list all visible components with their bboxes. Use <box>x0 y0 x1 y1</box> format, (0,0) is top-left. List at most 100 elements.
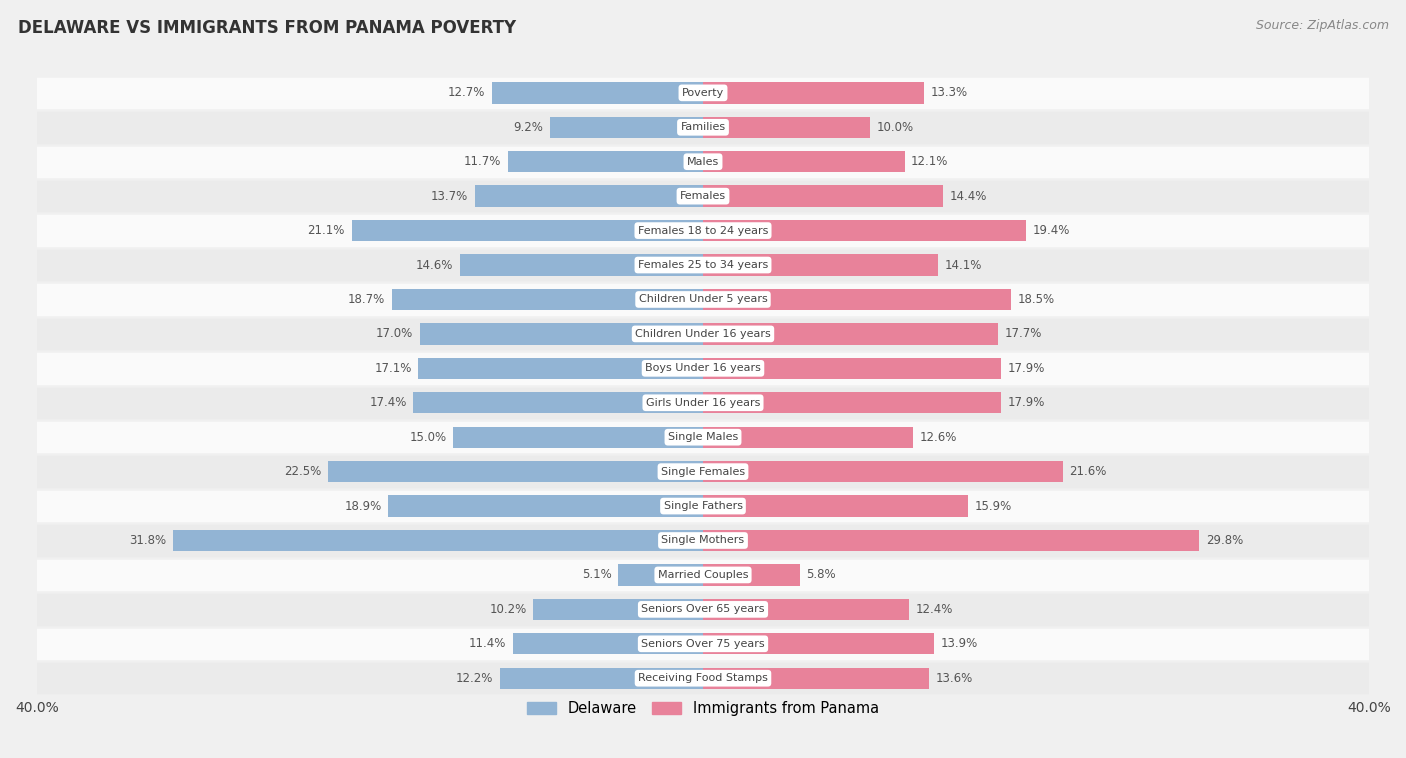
Bar <box>499 668 703 689</box>
Bar <box>508 151 703 172</box>
Bar <box>418 358 703 379</box>
Bar <box>703 668 929 689</box>
Bar <box>37 213 1369 248</box>
Text: 9.2%: 9.2% <box>513 121 543 134</box>
Bar <box>703 255 938 276</box>
Bar <box>703 220 1026 241</box>
Text: 29.8%: 29.8% <box>1206 534 1243 547</box>
Text: Single Fathers: Single Fathers <box>664 501 742 511</box>
Bar <box>37 386 1369 420</box>
Bar <box>619 564 703 586</box>
Text: 12.2%: 12.2% <box>456 672 494 684</box>
Bar <box>37 558 1369 592</box>
Text: 13.6%: 13.6% <box>936 672 973 684</box>
Text: Single Females: Single Females <box>661 467 745 477</box>
Text: DELAWARE VS IMMIGRANTS FROM PANAMA POVERTY: DELAWARE VS IMMIGRANTS FROM PANAMA POVER… <box>18 19 516 37</box>
Text: Poverty: Poverty <box>682 88 724 98</box>
Text: Children Under 16 years: Children Under 16 years <box>636 329 770 339</box>
Bar <box>37 454 1369 489</box>
Text: Males: Males <box>688 157 718 167</box>
Bar <box>703 530 1199 551</box>
Text: Seniors Over 75 years: Seniors Over 75 years <box>641 639 765 649</box>
Bar <box>460 255 703 276</box>
Text: 12.1%: 12.1% <box>911 155 949 168</box>
Text: 17.1%: 17.1% <box>374 362 412 374</box>
Text: 18.9%: 18.9% <box>344 500 381 512</box>
Text: 5.8%: 5.8% <box>806 568 837 581</box>
Text: Single Males: Single Males <box>668 432 738 442</box>
Bar <box>513 633 703 654</box>
Bar <box>37 76 1369 110</box>
Bar <box>37 145 1369 179</box>
Bar <box>492 82 703 104</box>
Text: Married Couples: Married Couples <box>658 570 748 580</box>
Bar <box>37 282 1369 317</box>
Bar <box>392 289 703 310</box>
Text: 11.4%: 11.4% <box>470 637 506 650</box>
Text: Seniors Over 65 years: Seniors Over 65 years <box>641 604 765 615</box>
Bar <box>37 523 1369 558</box>
Bar <box>703 427 912 448</box>
Bar <box>37 627 1369 661</box>
Bar <box>703 564 800 586</box>
Bar <box>703 496 967 517</box>
Text: 14.6%: 14.6% <box>416 258 453 271</box>
Bar <box>475 186 703 207</box>
Text: Receiving Food Stamps: Receiving Food Stamps <box>638 673 768 683</box>
Text: 21.6%: 21.6% <box>1070 465 1107 478</box>
Bar <box>533 599 703 620</box>
Bar <box>388 496 703 517</box>
Text: 18.7%: 18.7% <box>347 293 385 306</box>
Text: 22.5%: 22.5% <box>284 465 322 478</box>
Text: 21.1%: 21.1% <box>308 224 344 237</box>
Text: Females 18 to 24 years: Females 18 to 24 years <box>638 226 768 236</box>
Bar <box>420 323 703 345</box>
Legend: Delaware, Immigrants from Panama: Delaware, Immigrants from Panama <box>522 696 884 722</box>
Text: 17.0%: 17.0% <box>375 327 413 340</box>
Bar <box>37 351 1369 386</box>
Text: 15.9%: 15.9% <box>974 500 1012 512</box>
Bar <box>703 633 935 654</box>
Text: 14.1%: 14.1% <box>945 258 981 271</box>
Bar <box>453 427 703 448</box>
Bar <box>703 461 1063 482</box>
Bar <box>703 117 869 138</box>
Text: 12.4%: 12.4% <box>917 603 953 615</box>
Text: 17.7%: 17.7% <box>1004 327 1042 340</box>
Text: Children Under 5 years: Children Under 5 years <box>638 294 768 305</box>
Text: 11.7%: 11.7% <box>464 155 502 168</box>
Bar <box>37 661 1369 695</box>
Bar <box>37 592 1369 627</box>
Text: 17.9%: 17.9% <box>1008 362 1045 374</box>
Bar <box>329 461 703 482</box>
Text: Females 25 to 34 years: Females 25 to 34 years <box>638 260 768 270</box>
Bar <box>703 323 998 345</box>
Text: 10.0%: 10.0% <box>876 121 914 134</box>
Bar <box>37 489 1369 523</box>
Text: Single Mothers: Single Mothers <box>661 535 745 546</box>
Text: 15.0%: 15.0% <box>409 431 447 443</box>
Text: Families: Families <box>681 122 725 133</box>
Text: 14.4%: 14.4% <box>949 190 987 202</box>
Bar <box>703 599 910 620</box>
Text: 18.5%: 18.5% <box>1018 293 1054 306</box>
Text: Source: ZipAtlas.com: Source: ZipAtlas.com <box>1256 19 1389 32</box>
Text: 17.4%: 17.4% <box>370 396 406 409</box>
Bar <box>703 82 925 104</box>
Text: 19.4%: 19.4% <box>1033 224 1070 237</box>
Text: Boys Under 16 years: Boys Under 16 years <box>645 363 761 374</box>
Bar <box>703 151 904 172</box>
Bar <box>37 317 1369 351</box>
Text: 13.7%: 13.7% <box>432 190 468 202</box>
Bar <box>703 392 1001 413</box>
Bar <box>703 358 1001 379</box>
Text: 10.2%: 10.2% <box>489 603 526 615</box>
Text: 13.9%: 13.9% <box>941 637 979 650</box>
Bar <box>173 530 703 551</box>
Bar <box>703 289 1011 310</box>
Bar <box>37 110 1369 145</box>
Text: 12.6%: 12.6% <box>920 431 957 443</box>
Bar <box>37 248 1369 282</box>
Bar <box>352 220 703 241</box>
Bar <box>550 117 703 138</box>
